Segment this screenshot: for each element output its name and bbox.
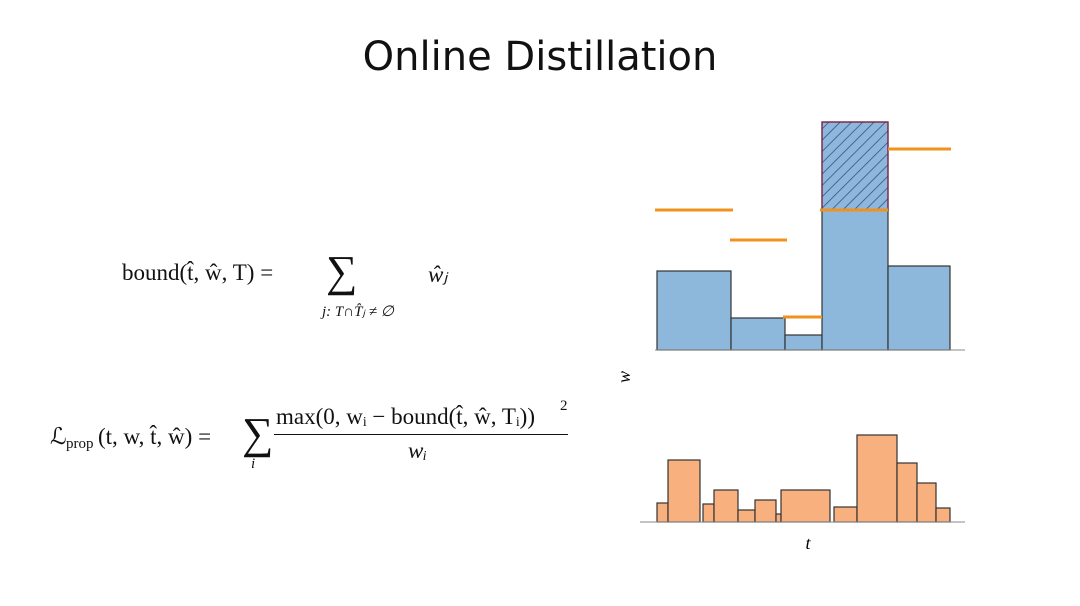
y-axis-label: w bbox=[614, 371, 634, 383]
bar bbox=[730, 317, 786, 351]
bar bbox=[713, 489, 739, 523]
bar bbox=[737, 509, 756, 523]
slide-title: Online Distillation bbox=[362, 34, 718, 80]
x-axis-label: t bbox=[805, 533, 811, 553]
sum-operator: ∑ bbox=[242, 409, 274, 458]
bar bbox=[754, 499, 777, 523]
bar bbox=[896, 462, 918, 523]
loss-subscript: prop bbox=[66, 436, 94, 452]
bound-lines bbox=[655, 147, 951, 319]
equation-lhs: bound(t̂, ŵ, T) = bbox=[122, 260, 274, 285]
bottom-histogram bbox=[656, 434, 951, 523]
equation-term: ŵⱼ bbox=[428, 262, 448, 287]
sum-subscript: i bbox=[251, 456, 256, 472]
bar bbox=[702, 503, 715, 523]
bar bbox=[780, 489, 831, 523]
bar bbox=[856, 434, 898, 523]
top-histogram bbox=[656, 209, 951, 351]
loss-args: (t, w, t̂, ŵ) = bbox=[98, 424, 212, 449]
bar bbox=[775, 513, 782, 523]
hatched-excess bbox=[821, 121, 889, 211]
sum-subscript: j: T∩T̂ⱼ ≠ ∅ bbox=[322, 304, 394, 320]
bar bbox=[656, 502, 669, 523]
bar bbox=[656, 270, 732, 351]
bar bbox=[833, 506, 858, 523]
bar bbox=[887, 265, 951, 351]
bar bbox=[784, 334, 823, 351]
bar bbox=[916, 482, 937, 523]
sum-operator: ∑ bbox=[326, 247, 358, 296]
bar bbox=[821, 209, 889, 351]
fraction-numerator: max(0, wᵢ − bound(t̂, ŵ, Tᵢ)) bbox=[276, 404, 535, 429]
bar bbox=[935, 507, 951, 523]
loss-symbol: ℒ bbox=[50, 424, 67, 449]
fraction-bar bbox=[274, 434, 568, 435]
bar bbox=[667, 459, 701, 523]
fraction-denominator: wᵢ bbox=[408, 438, 427, 463]
numerator-exponent: 2 bbox=[560, 398, 568, 414]
